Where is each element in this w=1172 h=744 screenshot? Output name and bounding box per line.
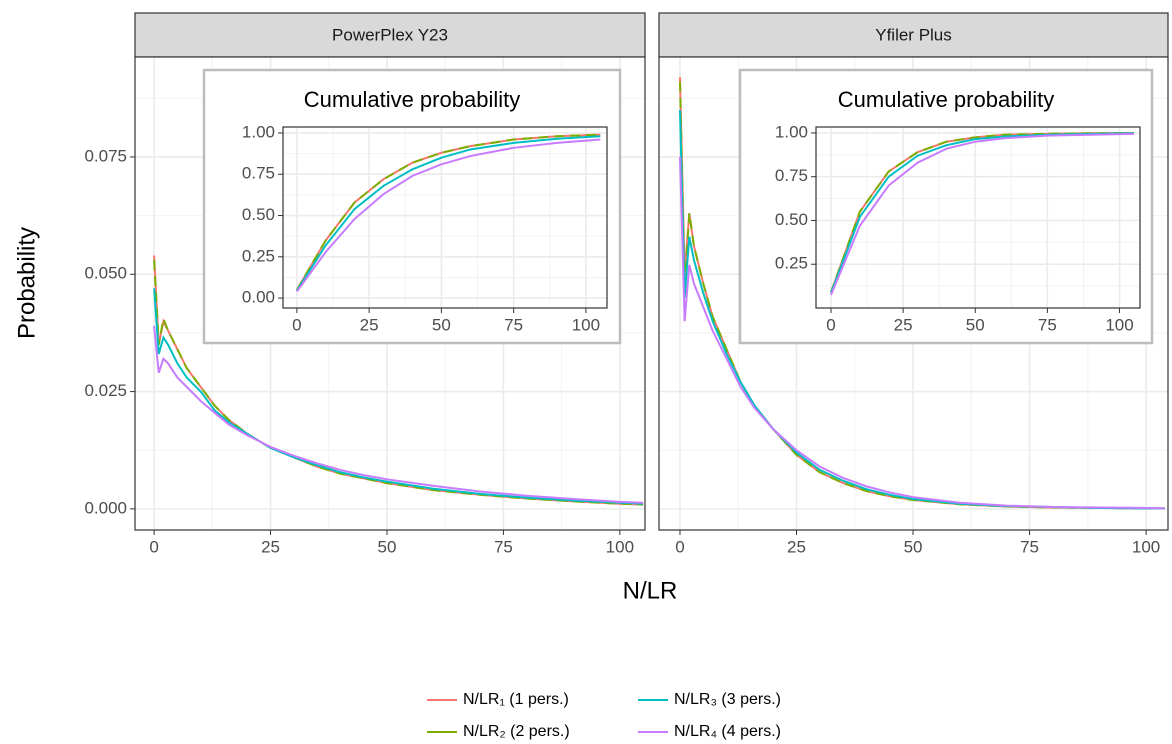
- x-tick-label: 0: [149, 537, 158, 556]
- x-tick-label: 0: [675, 537, 684, 556]
- panel-border: [658, 56, 1169, 531]
- series-line: [153, 325, 644, 504]
- series-line: [678, 156, 1165, 510]
- legend-label: N/LR₄ (4 pers.): [674, 723, 781, 740]
- y-tick-label: 0.50: [242, 205, 275, 224]
- x-tick-label: 0: [826, 315, 835, 334]
- legend-label: N/LR₂ (2 pers.): [463, 723, 570, 740]
- x-tick-label: 25: [261, 537, 280, 556]
- y-axis-label: Probability: [13, 227, 40, 339]
- y-tick-label: 0.50: [775, 210, 808, 229]
- strip: [134, 12, 646, 58]
- x-tick-label: 50: [966, 315, 985, 334]
- legend-label: N/LR₃ (3 pers.): [674, 691, 781, 708]
- x-tick-label: 25: [360, 315, 379, 334]
- y-tick-label: 0.000: [84, 498, 127, 517]
- series-line: [296, 135, 601, 292]
- legend-label: N/LR₁ (1 pers.): [463, 691, 569, 708]
- x-tick-label: 100: [572, 315, 600, 334]
- series-line: [678, 81, 1165, 510]
- y-tick-label: 0.75: [775, 166, 808, 185]
- x-tick-label: 50: [904, 537, 923, 556]
- panel-border: [134, 56, 646, 531]
- y-tick-label: 0.25: [242, 246, 275, 265]
- x-tick-label: 100: [606, 537, 634, 556]
- series-line: [296, 138, 601, 293]
- x-tick-label: 0: [292, 315, 301, 334]
- inset-title: Cumulative probability: [304, 87, 520, 112]
- strip: [658, 12, 1169, 58]
- y-tick-label: 1.00: [775, 122, 808, 141]
- series-line: [296, 133, 601, 291]
- y-tick-label: 0.00: [242, 288, 275, 307]
- x-axis-label: N/LR: [623, 577, 678, 604]
- panel-border: [282, 126, 608, 309]
- y-tick-label: 1.00: [242, 122, 275, 141]
- panel-border: [815, 126, 1141, 309]
- x-tick-label: 25: [894, 315, 913, 334]
- series-line: [830, 132, 1134, 296]
- x-tick-label: 100: [1132, 537, 1160, 556]
- x-tick-label: 50: [432, 315, 451, 334]
- y-tick-label: 0.75: [242, 164, 275, 183]
- strip-title: Yfiler Plus: [875, 25, 952, 44]
- y-tick-label: 0.050: [84, 264, 127, 283]
- y-tick-label: 0.25: [775, 254, 808, 273]
- x-tick-label: 75: [1020, 537, 1039, 556]
- x-tick-label: 75: [494, 537, 513, 556]
- strip-title: PowerPlex Y23: [332, 25, 448, 44]
- x-tick-label: 50: [378, 537, 397, 556]
- x-tick-label: 75: [504, 315, 523, 334]
- y-tick-label: 0.075: [84, 146, 127, 165]
- inset-title: Cumulative probability: [838, 87, 1054, 112]
- x-tick-label: 25: [787, 537, 806, 556]
- series-line: [153, 288, 644, 505]
- y-tick-label: 0.025: [84, 381, 127, 400]
- x-tick-label: 100: [1105, 315, 1133, 334]
- x-tick-label: 75: [1038, 315, 1057, 334]
